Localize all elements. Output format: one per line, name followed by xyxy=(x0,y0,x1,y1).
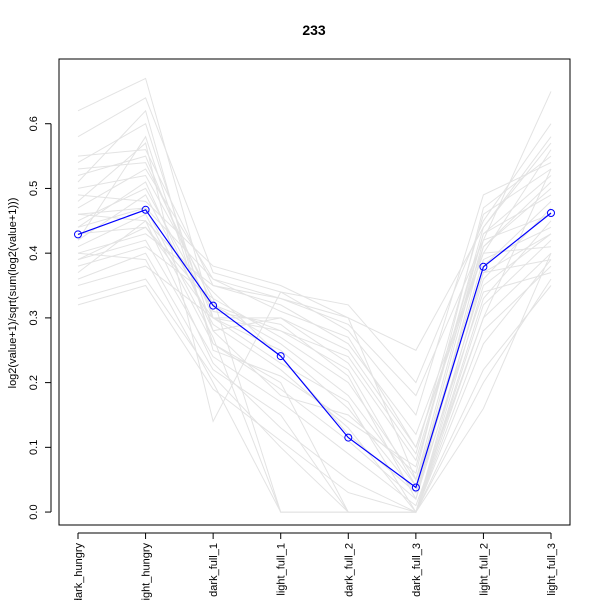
y-tick-label: 0.4 xyxy=(28,246,40,261)
background-series-line xyxy=(77,226,552,488)
background-series-line xyxy=(77,149,552,449)
x-tick-label: light_full_1 xyxy=(276,543,288,596)
x-tick-label: light_hungry xyxy=(141,543,153,600)
series-point xyxy=(141,205,150,214)
x-tick-label: dark_hungry xyxy=(73,543,85,600)
y-tick-label: 0.5 xyxy=(28,181,40,196)
background-series-line xyxy=(77,187,552,501)
series-point xyxy=(74,230,82,239)
y-tick-label: 0.2 xyxy=(28,375,40,390)
background-series-line xyxy=(77,284,552,513)
background-series-line xyxy=(77,220,552,513)
y-axis-label: log2(value+1)/sqrt(sum(log2(value+1))) xyxy=(7,198,19,389)
y-tick-label: 0.1 xyxy=(28,440,40,455)
series-point xyxy=(276,352,285,361)
x-tick-label: dark_full_1 xyxy=(208,543,220,597)
y-tick-label: 0.3 xyxy=(28,310,40,325)
y-tick-label: 0.0 xyxy=(28,504,40,519)
background-series-line xyxy=(77,135,552,500)
x-tick-label: dark_full_2 xyxy=(343,543,355,597)
background-series-line xyxy=(77,252,552,513)
background-series-line xyxy=(77,226,552,514)
x-tick-label: light_full_3 xyxy=(546,543,558,596)
series-line xyxy=(77,209,552,489)
background-series-line xyxy=(77,239,552,507)
background-series-line xyxy=(77,246,552,481)
highlight-series-group xyxy=(74,205,555,492)
x-tick-label: light_full_2 xyxy=(478,543,490,596)
background-series-line xyxy=(77,181,552,462)
background-series-line xyxy=(77,175,552,482)
y-axis: 0.0 0.1 0.2 0.3 0.4 0.5 0.6 xyxy=(28,116,52,520)
x-axis: dark_hungry light_hungry dark_full_1 light_… xyxy=(73,532,558,600)
series-point xyxy=(411,483,420,492)
background-series-line xyxy=(77,207,552,397)
background-series-line xyxy=(77,194,552,514)
background-series-line xyxy=(77,252,552,513)
x-tick-label: dark_full_3 xyxy=(411,543,423,597)
background-series-group xyxy=(77,77,552,514)
background-series-line xyxy=(77,265,552,494)
series-point xyxy=(344,433,353,442)
series-point xyxy=(209,301,218,310)
series-point xyxy=(479,262,488,271)
background-series-line xyxy=(77,162,552,455)
background-series-line xyxy=(77,213,552,513)
background-series-line xyxy=(77,122,552,475)
plot-frame xyxy=(58,58,571,526)
series-point xyxy=(547,209,555,217)
chart-title: 233 xyxy=(302,22,326,38)
y-tick-label: 0.6 xyxy=(28,116,40,131)
background-series-line xyxy=(77,278,552,513)
